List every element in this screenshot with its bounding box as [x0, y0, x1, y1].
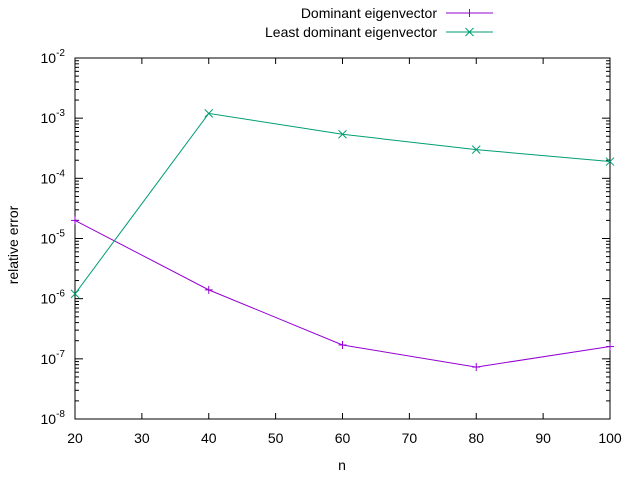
y-tick-base: 10 [41, 170, 57, 186]
data-point [204, 109, 214, 118]
y-tick-exponent: -6 [56, 289, 65, 300]
legend-marker [465, 27, 474, 37]
x-tick-label: 60 [335, 430, 351, 446]
y-tick-base: 10 [41, 110, 57, 126]
data-point [338, 340, 347, 349]
x-tick-label: 40 [201, 430, 217, 446]
data-point [605, 157, 615, 166]
series-group [70, 109, 615, 372]
y-tick-base: 10 [41, 231, 57, 247]
x-tick-label: 20 [67, 430, 83, 446]
y-tick-exponent: -8 [56, 409, 65, 420]
y-tick-label: 10-5 [41, 229, 66, 247]
series-line [74, 112, 611, 295]
y-tick-exponent: -3 [56, 108, 65, 119]
x-tick-label: 80 [468, 430, 484, 446]
y-tick-exponent: -4 [56, 168, 65, 179]
y-tick-label: 10-3 [41, 108, 66, 126]
y-axis-label: relative error [5, 205, 21, 284]
y-tick-base: 10 [41, 291, 57, 307]
y-tick-label: 10-7 [41, 349, 66, 367]
data-point [606, 342, 614, 351]
y-tick-base: 10 [41, 411, 57, 427]
y-tick-label: 10-6 [41, 289, 66, 307]
y-tick-exponent: -5 [56, 229, 65, 240]
plot-border [74, 57, 611, 420]
plot-frame [74, 57, 611, 420]
x-axis-label: n [338, 457, 346, 473]
x-tick-label: 50 [268, 430, 284, 446]
data-point [472, 363, 481, 372]
y-tick-label: 10-4 [41, 168, 66, 186]
x-tick-label: 90 [535, 430, 551, 446]
y-tick-label: 10-8 [41, 409, 66, 427]
legend-marker [465, 9, 474, 17]
series-1 [71, 216, 614, 372]
y-axis: 10-810-710-610-510-410-310-2 [41, 48, 610, 427]
series-2 [70, 109, 615, 299]
data-point [204, 285, 213, 294]
x-axis: 20 30 40 50 60 70 80 90 100 [67, 58, 622, 446]
y-tick-base: 10 [41, 351, 57, 367]
data-point [338, 129, 347, 139]
legend-label: Least dominant eigenvector [265, 24, 437, 40]
x-tick-label: 100 [598, 430, 622, 446]
y-tick-exponent: -7 [56, 349, 65, 360]
y-tick-exponent: -2 [56, 48, 65, 59]
data-point [71, 216, 79, 225]
data-point [471, 145, 481, 154]
x-tick-label: 30 [134, 430, 150, 446]
x-tick-label: 70 [402, 430, 418, 446]
y-tick-base: 10 [41, 50, 57, 66]
legend: Dominant eigenvector Least dominant eigen… [265, 5, 493, 40]
data-point [70, 289, 80, 299]
legend-label: Dominant eigenvector [301, 5, 438, 21]
y-tick-label: 10-2 [41, 48, 66, 66]
